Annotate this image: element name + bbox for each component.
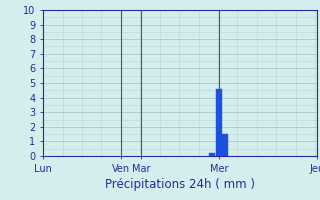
X-axis label: Précipitations 24h ( mm ): Précipitations 24h ( mm ) [105, 178, 255, 191]
Bar [209, 153, 215, 156]
Bar [216, 89, 222, 156]
Bar [222, 134, 228, 156]
